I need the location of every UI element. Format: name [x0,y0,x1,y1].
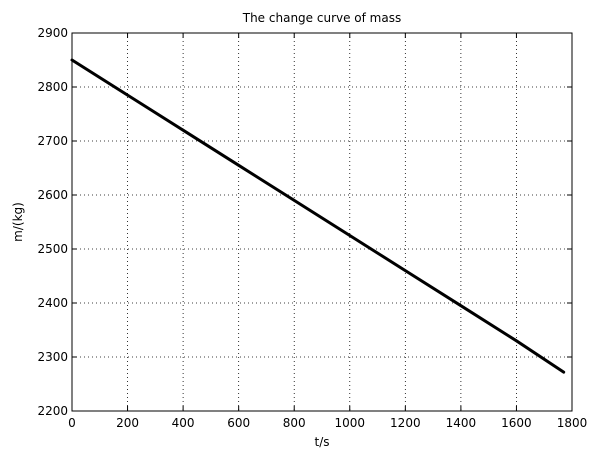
y-tick-label: 2200 [37,404,68,418]
x-tick-label: 1000 [335,416,366,430]
y-tick-label: 2800 [37,80,68,94]
y-tick-label: 2300 [37,350,68,364]
mass-curve [70,58,566,374]
x-tick-label: 400 [172,416,195,430]
x-tick-label: 600 [227,416,250,430]
plot-frame [71,32,573,412]
axis-ticks: 0 200 400 600 800 1000 1200 1400 1600 1800 2200 230… [37,26,587,430]
x-tick-label: 0 [68,416,76,430]
x-tick-label: 200 [116,416,139,430]
x-tick-label: 1800 [557,416,588,430]
y-axis-label: m/(kg) [11,202,25,242]
x-tick-label: 800 [283,416,306,430]
y-tick-label: 2900 [37,26,68,40]
y-tick-label: 2400 [37,296,68,310]
series-layer [70,58,566,374]
x-tick-label: 1200 [390,416,421,430]
x-tick-label: 1400 [446,416,477,430]
plot-area [72,33,572,411]
chart-title: The change curve of mass [242,11,401,25]
y-tick-label: 2700 [37,134,68,148]
x-axis-label: t/s [315,435,330,449]
y-tick-label: 2500 [37,242,68,256]
grid-lines [72,33,572,411]
y-tick-label: 2600 [37,188,68,202]
x-tick-label: 1600 [501,416,532,430]
